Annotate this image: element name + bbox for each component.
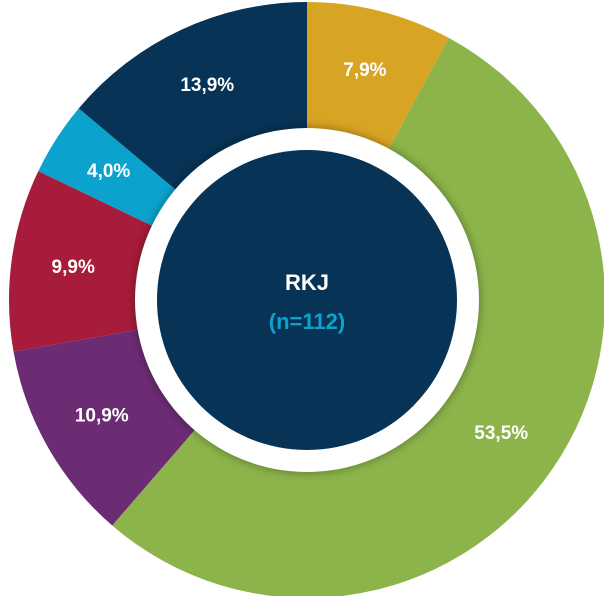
value-label: 10,9% — [75, 406, 129, 427]
value-label: 7,9% — [343, 60, 386, 81]
value-label: 53,5% — [474, 423, 528, 444]
center-subtitle: (n=112) — [269, 309, 345, 334]
slice — [38, 108, 185, 231]
slice — [9, 171, 163, 352]
value-label: 13,9% — [180, 75, 234, 96]
center-title: RKJ — [285, 270, 329, 295]
slice — [307, 2, 449, 160]
value-label: 9,9% — [52, 257, 95, 278]
value-label: 4,0% — [87, 161, 130, 182]
center-disc — [157, 150, 457, 450]
